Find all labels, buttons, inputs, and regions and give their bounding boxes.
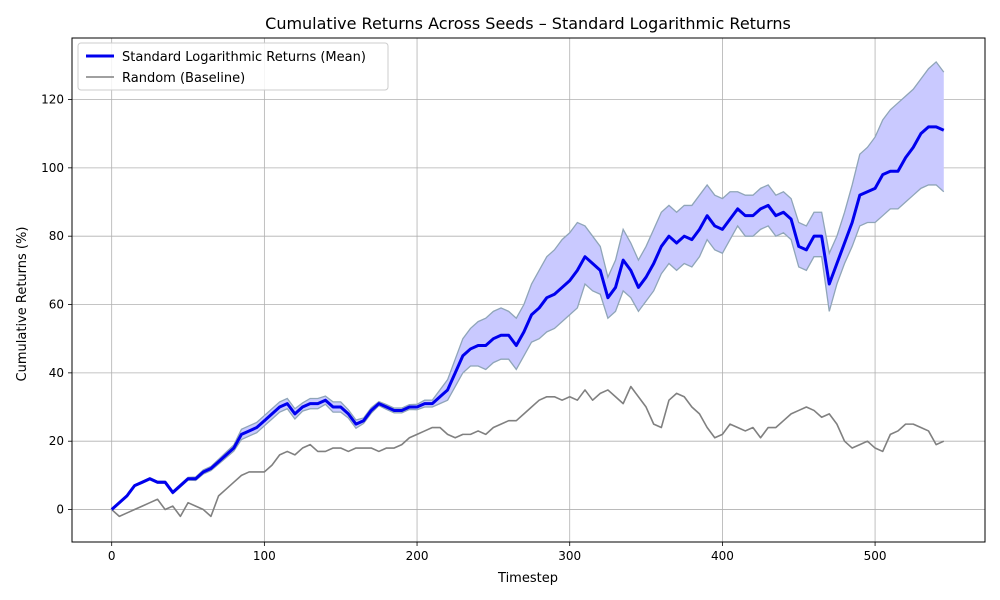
std-band-upper [111, 60, 945, 511]
series-lines [110, 125, 945, 518]
x-tick-label: 500 [864, 549, 887, 563]
grid [72, 38, 985, 542]
x-tick-label: 300 [558, 549, 581, 563]
legend-label-baseline: Random (Baseline) [122, 71, 245, 86]
legend-box [77, 42, 389, 91]
series-line-baseline [111, 385, 945, 518]
y-tick-label: 20 [49, 434, 64, 448]
legend: Standard Logarithmic Returns (Mean) Rand… [77, 42, 389, 91]
x-tick-label: 200 [406, 549, 429, 563]
x-axis-label: Timestep [497, 571, 558, 586]
x-tick-label: 400 [711, 549, 734, 563]
y-ticks: 0 20 40 60 80 100 120 [41, 93, 72, 517]
x-ticks: 0 100 200 300 400 500 [108, 542, 887, 563]
legend-label-mean: Standard Logarithmic Returns (Mean) [122, 50, 366, 65]
x-tick-label: 0 [108, 549, 116, 563]
std-band [111, 60, 945, 511]
chart-title: Cumulative Returns Across Seeds – Standa… [265, 14, 791, 33]
y-tick-label: 0 [56, 503, 64, 517]
x-tick-label: 100 [253, 549, 276, 563]
y-tick-label: 60 [49, 298, 64, 312]
axes-frame [71, 37, 986, 543]
y-tick-label: 80 [49, 229, 64, 243]
y-tick-label: 120 [41, 93, 64, 107]
y-tick-label: 40 [49, 366, 64, 380]
y-axis-label: Cumulative Returns (%) [15, 227, 30, 382]
std-band-lower [111, 184, 945, 511]
y-tick-label: 100 [41, 161, 64, 175]
series-line-mean [110, 125, 945, 511]
